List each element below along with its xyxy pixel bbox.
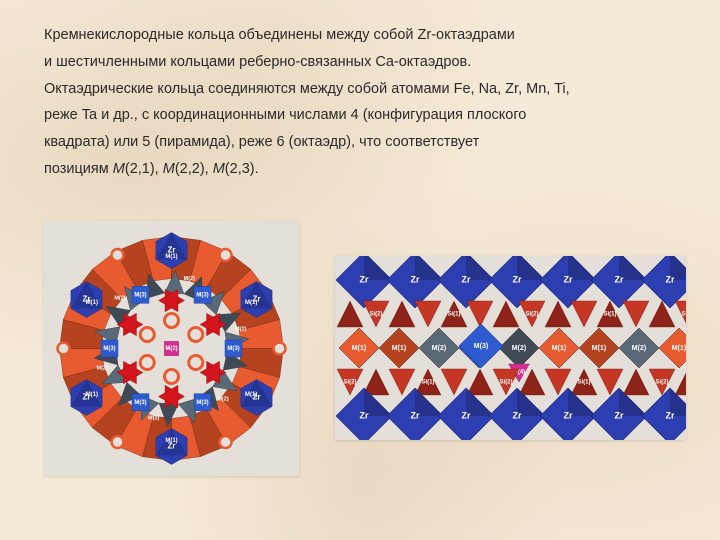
- svg-text:M(1): M(1): [552, 345, 566, 352]
- description-text: Кремнекислородные кольца объединены межд…: [0, 0, 720, 191]
- svg-text:Zr: Zr: [513, 275, 522, 285]
- svg-text:M(3): M(3): [196, 400, 208, 406]
- svg-text:Si(1): Si(1): [603, 312, 616, 318]
- svg-text:M(1): M(1): [352, 345, 366, 352]
- svg-text:M(3): M(3): [103, 346, 115, 352]
- line-6: позициям М(2,1), М(2,2), М(2,3).: [44, 156, 686, 183]
- svg-text:Zr: Zr: [615, 275, 624, 285]
- svg-text:Si(2): Si(2): [343, 380, 356, 386]
- svg-text:M(1): M(1): [392, 345, 406, 352]
- figures-row: Zr Zr Zr Zr Zr Zr M(3) M(3) M(3) M(3) M(3) M(3) M(2)…: [0, 191, 720, 492]
- svg-text:M(3): M(3): [134, 400, 146, 406]
- svg-text:M(1): M(1): [592, 345, 606, 352]
- svg-text:M(2): M(2): [114, 296, 125, 302]
- svg-text:Si(2): Si(2): [499, 380, 512, 386]
- line-4: реже Ta и др., с координационными числам…: [44, 102, 686, 129]
- svg-text:Zr: Zr: [564, 411, 573, 421]
- figure-left-projection: ZrZrZrZrZrZrM(3)M(3)M(3)M(3)M(3)M(3)M(2)…: [44, 221, 299, 476]
- svg-text:Zr: Zr: [360, 275, 369, 285]
- svg-text:M(3): M(3): [474, 343, 488, 350]
- svg-text:M(2): M(2): [97, 365, 108, 371]
- svg-text:Zr: Zr: [615, 411, 624, 421]
- svg-text:Si(2): Si(2): [369, 312, 382, 318]
- svg-text:M(3): M(3): [134, 292, 146, 298]
- svg-text:M(2): M(2): [165, 346, 177, 352]
- svg-text:M(1): M(1): [86, 392, 98, 398]
- svg-text:M(2): M(2): [432, 345, 446, 352]
- svg-text:Zr: Zr: [462, 411, 471, 421]
- svg-text:M(1): M(1): [165, 254, 177, 260]
- svg-text:M(2): M(2): [512, 345, 526, 352]
- svg-text:Si(1): Si(1): [447, 312, 460, 318]
- svg-text:M(1): M(1): [165, 438, 177, 444]
- line-1: Кремнекислородные кольца объединены межд…: [44, 22, 686, 49]
- svg-text:M(3): M(3): [227, 346, 239, 352]
- svg-text:M(1): M(1): [245, 300, 257, 306]
- svg-text:Si(2): Si(2): [655, 380, 668, 386]
- svg-text:Si(2): Si(2): [525, 312, 538, 318]
- svg-text:M(2): M(2): [632, 345, 646, 352]
- svg-text:M(2): M(2): [217, 396, 228, 402]
- figure-right-side-view: Zr Zr Zr Zr Zr Zr Zr Zr Si(2) Si(1) Si(2) Si(1) Si(2…: [335, 256, 686, 440]
- svg-text:M(1): M(1): [86, 300, 98, 306]
- svg-text:M(2): M(2): [148, 416, 159, 422]
- line-5: квадрата) или 5 (пирамида), реже 6 (окта…: [44, 129, 686, 156]
- svg-text:Zr: Zr: [411, 275, 420, 285]
- svg-text:M(2): M(2): [235, 326, 246, 332]
- line-2: и шестичленными кольцами реберно-связанн…: [44, 49, 686, 76]
- svg-text:Zr: Zr: [666, 275, 675, 285]
- svg-text:M(3): M(3): [196, 292, 208, 298]
- svg-text:Si(2): Si(2): [681, 312, 686, 318]
- svg-text:M(1): M(1): [672, 345, 686, 352]
- svg-text:Zr: Zr: [360, 411, 369, 421]
- svg-text:Si(1): Si(1): [577, 380, 590, 386]
- svg-text:M(2): M(2): [184, 276, 195, 282]
- svg-text:Zr: Zr: [666, 411, 675, 421]
- svg-text:Zr: Zr: [462, 275, 471, 285]
- svg-text:Si(1): Si(1): [421, 380, 434, 386]
- line-3: Октаэдрические кольца соединяются между …: [44, 76, 686, 103]
- svg-text:Zr: Zr: [564, 275, 573, 285]
- svg-text:Zr: Zr: [513, 411, 522, 421]
- svg-text:Zr: Zr: [411, 411, 420, 421]
- svg-text:M(1): M(1): [245, 392, 257, 398]
